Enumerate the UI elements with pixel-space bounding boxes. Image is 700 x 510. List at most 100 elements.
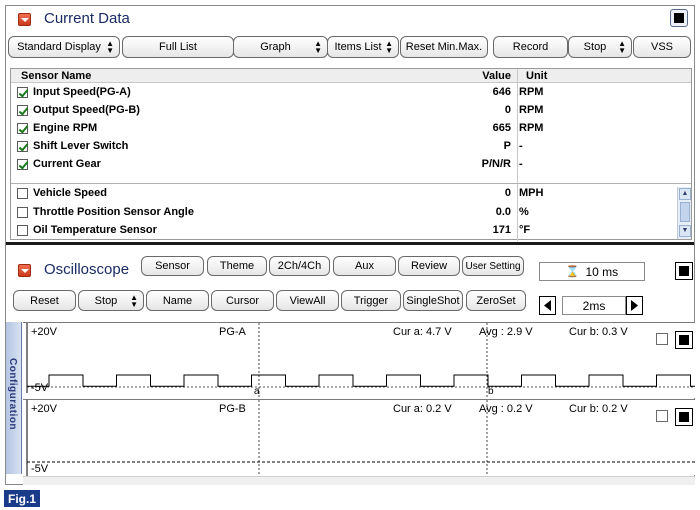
- checkbox-unchecked-icon[interactable]: [17, 188, 28, 199]
- vss-button[interactable]: VSS: [633, 36, 691, 58]
- pg-b-cursor-b-value: Cur b: 0.2 V: [569, 403, 628, 415]
- cursor-button[interactable]: Cursor: [211, 290, 274, 311]
- name-button[interactable]: Name: [146, 290, 209, 311]
- review-button[interactable]: Review: [398, 256, 460, 276]
- pg-a-channel-name: PG-A: [219, 326, 246, 338]
- scroll-thumb[interactable]: [680, 202, 690, 222]
- standard-display-dropdown[interactable]: Standard Display ▲ ▼: [8, 36, 120, 58]
- checkbox-checked-icon[interactable]: [17, 105, 28, 116]
- oscilloscope-collapse-icon[interactable]: [18, 264, 31, 277]
- reset-button[interactable]: Reset: [13, 290, 76, 311]
- row-unit: °F: [519, 224, 531, 236]
- table-row[interactable]: Output Speed(PG-B) 0 RPM: [11, 102, 691, 120]
- header-sensor-name: Sensor Name: [21, 70, 92, 82]
- stop-label: Stop: [583, 41, 607, 53]
- pg-a-cursor-a-value: Cur a: 4.7 V: [393, 326, 452, 338]
- user-setting-button[interactable]: User Setting: [462, 256, 524, 276]
- maximize-icon[interactable]: [670, 9, 688, 27]
- column-divider: [517, 69, 518, 241]
- updown-arrows-icon: ▲ ▼: [385, 39, 393, 55]
- view-all-button[interactable]: ViewAll: [276, 290, 339, 311]
- pane-divider[interactable]: [6, 242, 694, 245]
- record-button[interactable]: Record: [493, 36, 568, 58]
- full-list-button[interactable]: Full List: [122, 36, 234, 58]
- time-division-display[interactable]: ⌛ 10 ms: [539, 262, 645, 281]
- row-value: 0.0: [495, 206, 511, 218]
- channel-count-label: 2Ch/4Ch: [277, 260, 322, 272]
- table-row[interactable]: Input Speed(PG-A) 646 RPM: [11, 84, 691, 102]
- standard-display-label: Standard Display: [17, 41, 101, 53]
- figure-label: Fig.1: [4, 490, 40, 507]
- table-row[interactable]: Engine RPM 665 RPM: [11, 120, 691, 138]
- pg-a-channel-checkbox[interactable]: [656, 333, 668, 345]
- aux-button[interactable]: Aux: [333, 256, 396, 276]
- row-unit: RPM: [519, 86, 544, 98]
- checkbox-unchecked-icon[interactable]: [17, 225, 28, 236]
- table-row[interactable]: Shift Lever Switch P -: [11, 138, 691, 156]
- scope-channel-pg-b[interactable]: +20V -5V PG-B Cur a: 0.2 V Avg : 0.2 V C…: [23, 399, 695, 476]
- checkbox-checked-icon[interactable]: [17, 87, 28, 98]
- name-label: Name: [162, 294, 193, 307]
- current-data-collapse-icon[interactable]: [18, 13, 31, 26]
- graph-dropdown[interactable]: Graph ▲ ▼: [233, 36, 328, 58]
- pg-b-channel-checkbox[interactable]: [656, 410, 668, 422]
- grid-scrollbar[interactable]: ▲ ▼: [677, 187, 691, 239]
- scope-channel-pg-a[interactable]: +20V -5V PG-A Cur a: 4.7 V Avg : 2.9 V C…: [23, 322, 695, 399]
- scroll-up-icon[interactable]: ▲: [679, 188, 691, 200]
- scroll-down-icon[interactable]: ▼: [679, 225, 691, 237]
- checkbox-checked-icon[interactable]: [17, 123, 28, 134]
- zoom-previous-icon[interactable]: [539, 296, 556, 315]
- pg-b-min-label: -5V: [31, 463, 49, 475]
- checkbox-checked-icon[interactable]: [17, 141, 28, 152]
- items-list-label: Items List: [334, 41, 382, 53]
- pg-a-waveform-svg: [26, 323, 695, 399]
- pg-b-waveform-svg: [26, 400, 695, 476]
- row-value: 665: [492, 122, 511, 134]
- stop-dropdown[interactable]: Stop ▲ ▼: [568, 36, 632, 58]
- cursor-label: Cursor: [225, 294, 259, 307]
- single-shot-button[interactable]: SingleShot: [403, 290, 463, 311]
- trigger-button[interactable]: Trigger: [341, 290, 401, 311]
- pg-a-average-value: Avg : 2.9 V: [479, 326, 533, 338]
- row-name: Vehicle Speed: [33, 187, 107, 199]
- aux-label: Aux: [355, 260, 374, 272]
- table-row[interactable]: Vehicle Speed 0 MPH: [11, 185, 691, 203]
- checkbox-checked-icon[interactable]: [17, 159, 28, 170]
- pg-b-square-icon[interactable]: [675, 408, 693, 426]
- table-row[interactable]: Current Gear P/N/R -: [11, 156, 691, 174]
- items-list-dropdown[interactable]: Items List ▲ ▼: [327, 36, 399, 58]
- zoom-next-icon[interactable]: [626, 296, 643, 315]
- row-value: 646: [492, 86, 511, 98]
- row-unit: RPM: [519, 122, 544, 134]
- channel-count-button[interactable]: 2Ch/4Ch: [269, 256, 330, 276]
- pg-a-square-icon[interactable]: [675, 331, 693, 349]
- reset-min-max-button[interactable]: Reset Min.Max.: [400, 36, 488, 58]
- theme-button[interactable]: Theme: [207, 256, 267, 276]
- row-unit: MPH: [519, 187, 544, 199]
- header-value: Value: [482, 70, 511, 82]
- table-row[interactable]: Throttle Position Sensor Angle 0.0 %: [11, 204, 691, 222]
- pg-b-average-value: Avg : 0.2 V: [479, 403, 533, 415]
- theme-label: Theme: [219, 260, 255, 272]
- scope-horizontal-scrollbar[interactable]: [23, 476, 695, 485]
- cursor-a-marker[interactable]: a: [254, 386, 260, 397]
- configuration-label: Configuration: [7, 358, 18, 431]
- table-row[interactable]: Oil Temperature Sensor 171 °F: [11, 222, 691, 240]
- row-name: Shift Lever Switch: [33, 140, 129, 152]
- zoom-value-box: 2ms: [562, 296, 626, 315]
- pg-b-max-label: +20V: [31, 403, 57, 415]
- scope-stop-dropdown[interactable]: Stop ▲ ▼: [78, 290, 144, 311]
- updown-arrows-icon: ▲ ▼: [130, 293, 138, 309]
- zero-set-button[interactable]: ZeroSet: [466, 290, 526, 311]
- cursor-b-marker[interactable]: b: [488, 386, 494, 397]
- sensor-button[interactable]: Sensor: [141, 256, 204, 276]
- record-label: Record: [512, 41, 549, 53]
- row-value: P/N/R: [481, 158, 511, 170]
- row-unit: -: [519, 158, 523, 170]
- run-stop-square-icon[interactable]: [675, 262, 693, 280]
- checkbox-unchecked-icon[interactable]: [17, 207, 28, 218]
- row-value: 0: [504, 187, 511, 199]
- updown-arrows-icon: ▲ ▼: [314, 39, 322, 55]
- grid-header: Sensor Name Value Unit: [11, 69, 691, 83]
- configuration-side-tab[interactable]: Configuration: [6, 322, 22, 474]
